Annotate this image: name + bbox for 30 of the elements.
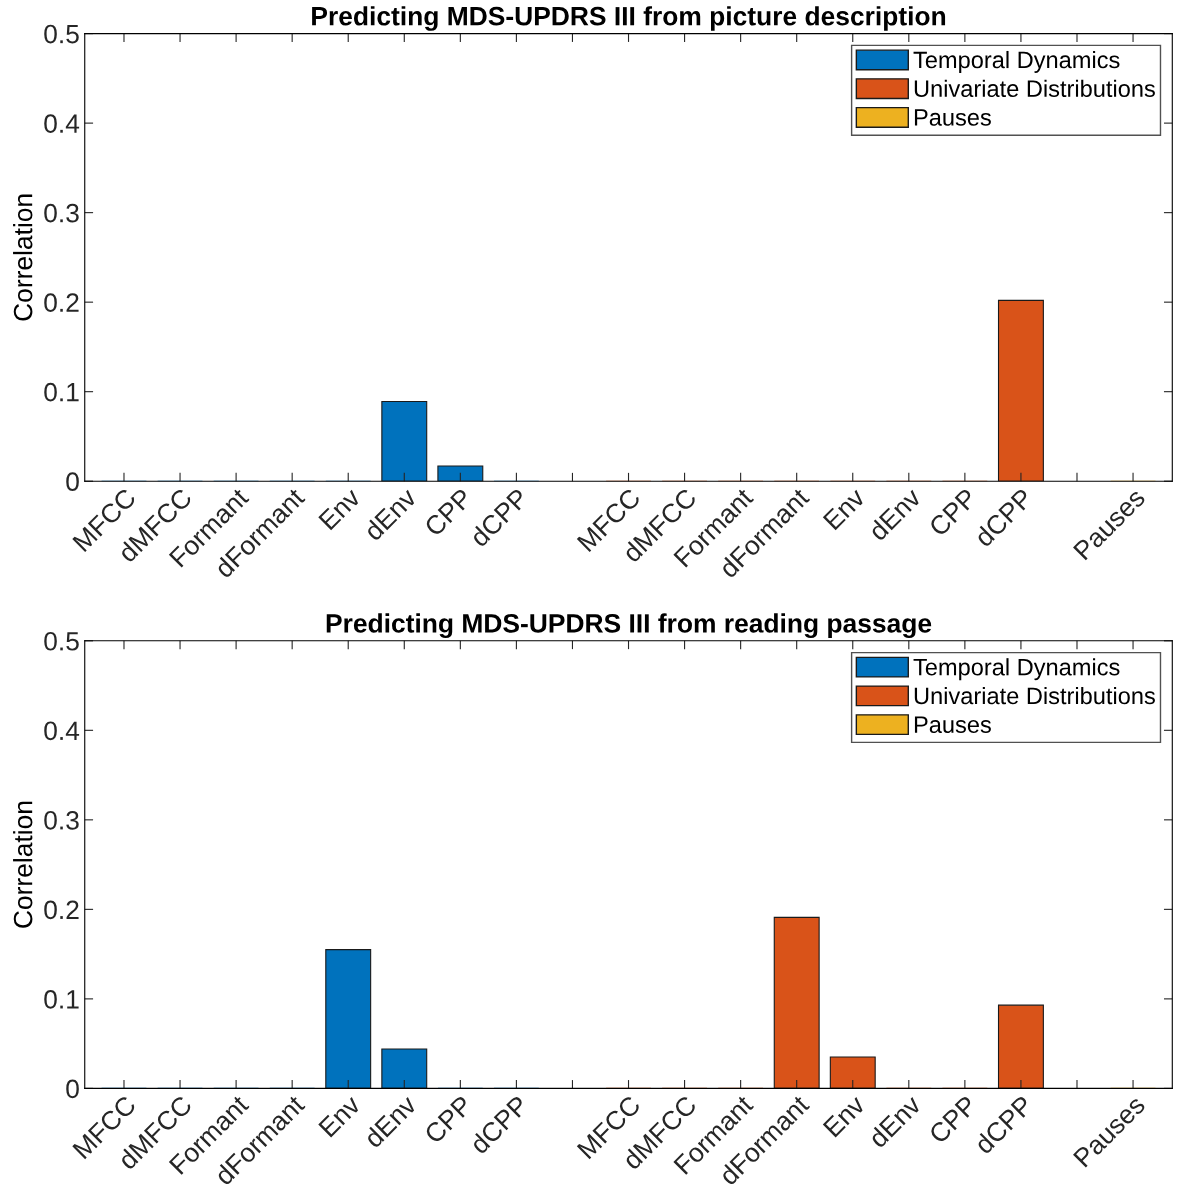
- y-tick-label: 0.2: [44, 293, 79, 312]
- x-tick-label: Env: [318, 1094, 362, 1138]
- y-tick-label: 0: [66, 1079, 79, 1099]
- y-axis-title: Correlation: [13, 194, 33, 321]
- y-tick-label: 0.5: [44, 24, 79, 44]
- y-tick-label: 0.3: [44, 203, 79, 223]
- x-tick-label: CPP: [423, 487, 474, 538]
- y-tick-label: 0: [66, 472, 79, 492]
- chart-title: Predicting MDS-UPDRS III from reading passage: [326, 613, 932, 639]
- x-tick-label: CPP: [927, 487, 978, 538]
- x-tick-label: Env: [318, 486, 362, 531]
- y-tick-label: 0.3: [44, 810, 79, 830]
- y-tick-label: 0.1: [44, 990, 79, 1009]
- legend-label: Univariate Distributions: [914, 79, 1155, 98]
- x-tick-label: CPP: [423, 1094, 474, 1145]
- legend-label: Univariate Distributions: [914, 686, 1155, 705]
- y-axis-title: Correlation: [13, 801, 33, 928]
- y-tick-label: 0.4: [44, 721, 80, 741]
- x-tick-label: Env: [822, 486, 867, 531]
- legend-label: Temporal Dynamics: [913, 658, 1120, 681]
- y-tick-label: 0.1: [44, 382, 79, 402]
- y-tick-label: 0.4: [44, 114, 80, 133]
- x-tick-label: Env: [822, 1094, 867, 1138]
- legend-label: Temporal Dynamics: [913, 50, 1120, 73]
- legend-label: Pauses: [914, 716, 991, 733]
- y-tick-label: 0.2: [44, 900, 79, 920]
- chart-title: Predicting MDS-UPDRS III from picture description: [312, 6, 946, 31]
- y-tick-label: 0.5: [44, 631, 79, 651]
- x-tick-label: CPP: [927, 1094, 978, 1145]
- legend-label: Pauses: [914, 109, 991, 126]
